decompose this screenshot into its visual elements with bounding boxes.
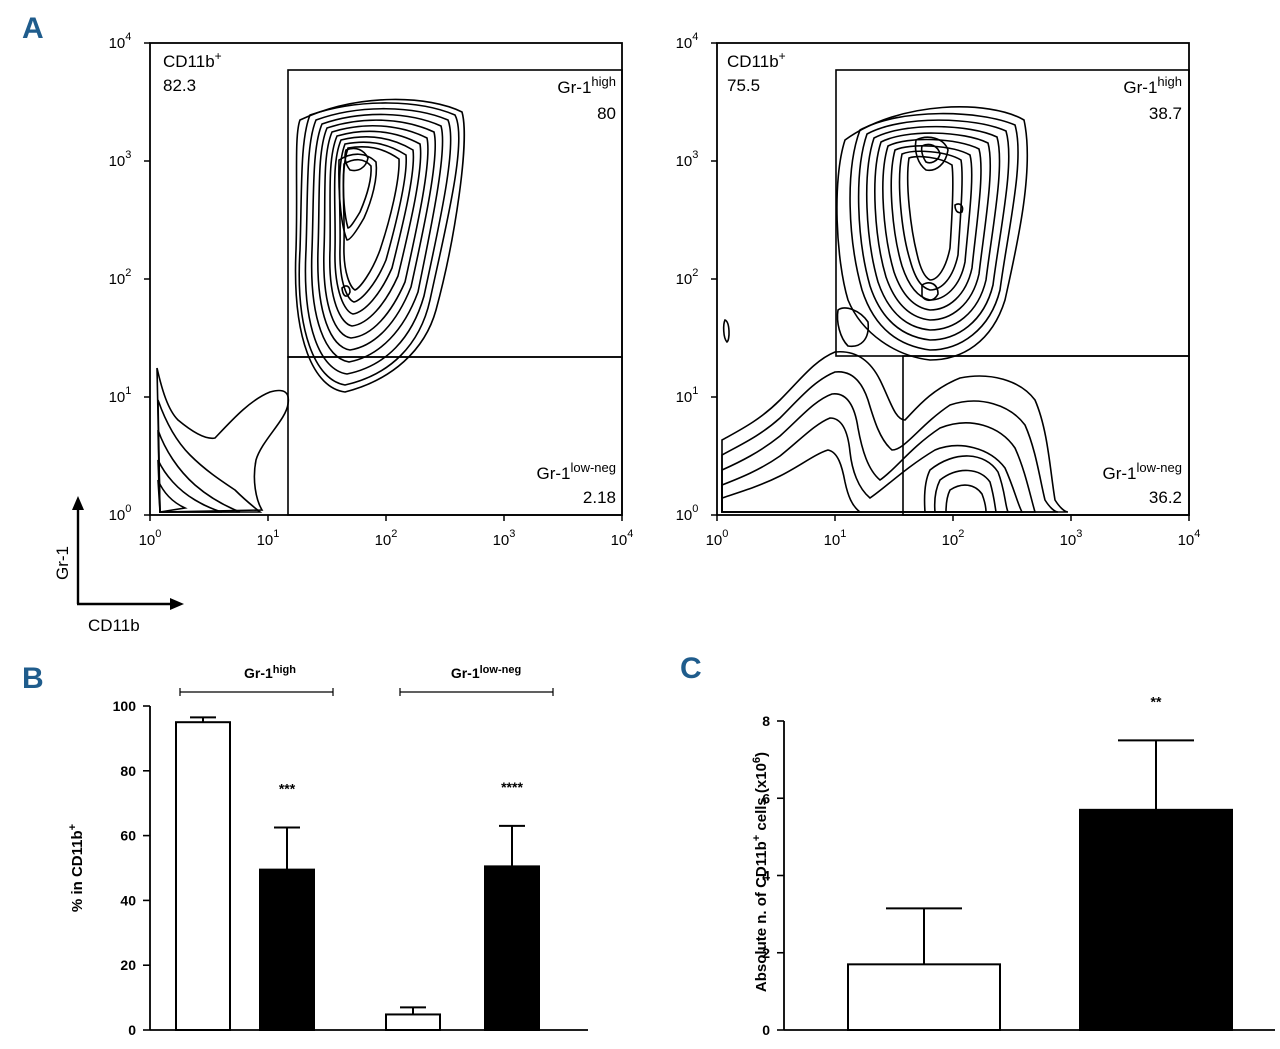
x-tick-label: 102 [375,528,398,549]
y-tick-label: 102 [109,267,132,288]
x-tick-label: 100 [706,528,729,549]
y-tick-label: 20 [120,957,136,973]
y-tick-label: 0 [128,1022,136,1038]
gate-label-cd11b: CD11b+ [163,49,222,71]
y-tick-label: 60 [120,828,136,844]
arrow-up-icon [72,496,84,510]
contour-density-right [721,106,1069,513]
y-tick-label: 103 [109,149,132,170]
y-axis-label: Absolute n. of CD11b+ cells (x106) [751,752,770,992]
y-ticks: 0 2 4 6 8 [762,713,784,1038]
bar [1079,808,1233,1032]
y-tick-label: 2 [762,945,770,961]
x-tick-label: 103 [493,528,516,549]
y-axis-label: % in CD11b+ [67,824,86,912]
y-tick-label: 103 [676,149,699,170]
x-tick-label: 101 [257,528,280,549]
gate-gr1-low [287,356,623,516]
bar [484,865,540,1031]
y-tick-label: 8 [762,713,770,729]
x-tick-label: 102 [942,528,965,549]
significance-label: ** [1151,693,1162,709]
gate-label-gr1-high: Gr-1high [1123,74,1182,97]
y-tick-label: 4 [762,868,770,884]
bar [847,963,1001,1032]
significance-label: **** [501,779,523,795]
facs-plot-left: CD11b+ 82.3 Gr-1high 80 Gr-1low-neg 2.18… [109,31,634,549]
group-label-low: Gr-1low-neg [451,664,521,681]
gate-value-gr1-low: 36.2 [1149,488,1182,507]
gate-value-cd11b: 75.5 [727,76,760,95]
y-ticks: 0 20 40 60 80 100 [113,698,150,1038]
y-tick-label: 100 [676,503,699,524]
panel-label-a: A [22,12,44,45]
y-tick-label: 40 [120,892,136,908]
bar [259,868,315,1031]
bars: ** [847,693,1233,1032]
facs-x-arrow-label: CD11b [88,616,140,635]
gate-label-cd11b: CD11b+ [727,49,786,71]
gate-value-gr1-low: 2.18 [583,488,616,507]
x-tick-label: 101 [824,528,847,549]
y-tick-label: 104 [676,31,699,52]
y-tick-label: 101 [109,385,132,406]
y-tick-label: 101 [676,385,699,406]
gate-gr1-low [902,355,1190,516]
facs-plot-right: CD11b+ 75.5 Gr-1high 38.7 Gr-1low-neg 36… [676,31,1201,549]
y-tick-label: 80 [120,763,136,779]
facs-ticks-left: 100 100 101 101 102 102 103 103 104 104 [109,31,634,549]
gate-label-gr1-high: Gr-1high [557,74,616,97]
facs-ticks-right: 100 100 101 101 102 102 103 103 104 104 [676,31,1201,549]
facs-y-arrow-label: Gr-1 [53,546,72,580]
contour-density-left [156,98,465,513]
y-tick-label: 104 [109,31,132,52]
gate-value-cd11b: 82.3 [163,76,196,95]
gate-label-gr1-low: Gr-1low-neg [536,460,616,483]
x-tick-label: 103 [1060,528,1083,549]
panel-label-b: B [22,662,44,695]
x-tick-label: 100 [139,528,162,549]
arrow-right-icon [170,598,184,610]
group-label-high: Gr-1high [244,664,296,681]
gate-value-gr1-high: 38.7 [1149,104,1182,123]
x-tick-label: 104 [611,528,634,549]
bar [385,1013,441,1031]
bar [175,721,231,1031]
facs-axis-arrows: Gr-1 CD11b [53,496,184,635]
gate-value-gr1-high: 80 [597,104,616,123]
panel-label-c: C [680,652,702,685]
y-tick-label: 102 [676,267,699,288]
y-tick-label: 0 [762,1022,770,1038]
y-tick-label: 6 [762,790,770,806]
y-tick-label: 100 [113,698,137,714]
y-tick-label: 100 [109,503,132,524]
gate-label-gr1-low: Gr-1low-neg [1102,460,1182,483]
significance-label: *** [279,781,296,797]
bar-chart-c: 0 2 4 6 8 ** Absolute n. of CD11b+ cells (x1… [751,693,1275,1038]
x-tick-label: 104 [1178,528,1201,549]
bars: *** **** [175,716,540,1031]
